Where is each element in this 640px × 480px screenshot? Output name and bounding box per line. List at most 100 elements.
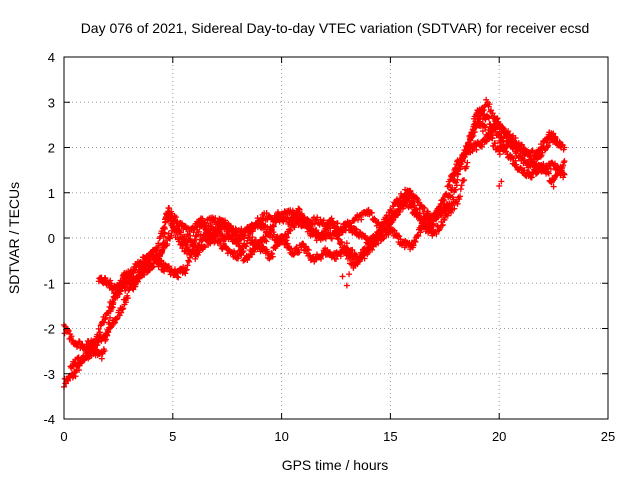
data-point [296,249,303,256]
data-point [547,165,554,172]
data-point [124,295,131,302]
data-point [333,255,339,262]
data-point [396,233,403,240]
data-point [464,140,471,147]
data-point [287,227,294,234]
data-point [385,231,392,238]
data-point [176,236,183,243]
data-point [243,243,250,250]
data-point [298,244,305,251]
data-point [275,240,282,247]
data-point [120,305,127,312]
data-point [201,244,208,251]
data-point [118,309,125,316]
data-point [337,253,344,260]
data-point [164,241,171,248]
data-point [283,237,290,244]
data-point [561,158,568,165]
data-point [410,242,417,249]
data-point [280,234,287,241]
data-point [540,160,547,167]
data-point [72,373,79,380]
data-point [517,165,524,172]
data-point [560,170,567,177]
data-point [412,238,419,245]
chart-title: Day 076 of 2021, Sidereal Day-to-day VTE… [81,20,590,36]
data-point [500,138,507,145]
data-point [138,269,145,276]
data-point [107,324,114,331]
data-point [299,240,306,247]
series-track-a [61,115,568,390]
data-point [162,216,169,223]
data-point [481,124,488,131]
data-point [482,123,489,130]
data-point [104,328,111,335]
data-point [150,263,157,270]
data-point [155,242,162,249]
series-track-c [67,118,564,371]
data-point [415,232,422,239]
data-point [268,250,275,257]
data-point [550,183,557,190]
data-point [122,284,129,291]
data-point [560,162,567,169]
data-point [168,232,175,239]
data-point [249,234,256,241]
data-point [349,246,356,253]
data-point [110,299,117,306]
data-point [421,204,428,211]
data-point [201,243,208,250]
data-point [116,291,123,298]
data-point [95,334,101,341]
data-point [286,227,293,234]
data-point [269,250,276,257]
data-point [161,224,168,231]
data-point [112,319,118,326]
data-point [95,325,102,332]
data-point [106,321,113,328]
data-point [352,225,359,232]
data-point [112,295,119,302]
data-point [157,233,164,240]
data-point [513,161,520,168]
data-point [305,246,312,253]
data-point [97,329,104,336]
data-point [328,235,335,242]
data-point [184,244,191,251]
data-point [104,332,111,339]
points-layer [61,96,568,390]
data-point [149,264,156,271]
data-point [159,230,166,237]
data-point [353,226,360,233]
data-point [134,278,141,285]
data-point [101,316,108,323]
data-point [362,232,369,239]
data-point [291,224,298,231]
data-point [166,205,173,212]
data-point [284,240,291,247]
data-point [160,225,167,232]
data-point [122,287,129,294]
data-point [560,159,567,166]
data-point [172,214,179,221]
data-point [222,243,229,250]
data-point [68,333,75,340]
data-point [496,151,503,158]
data-point [528,174,535,181]
data-point [446,181,453,188]
data-point [446,192,453,199]
data-point [173,228,180,235]
data-point [485,114,492,121]
data-point [135,274,142,281]
data-point [518,166,525,173]
data-point [101,347,108,354]
data-point [479,128,486,135]
data-point [81,356,88,363]
data-point [98,355,105,362]
data-point [167,235,174,242]
data-point [397,236,404,243]
data-point [343,240,350,247]
data-point [451,173,458,180]
